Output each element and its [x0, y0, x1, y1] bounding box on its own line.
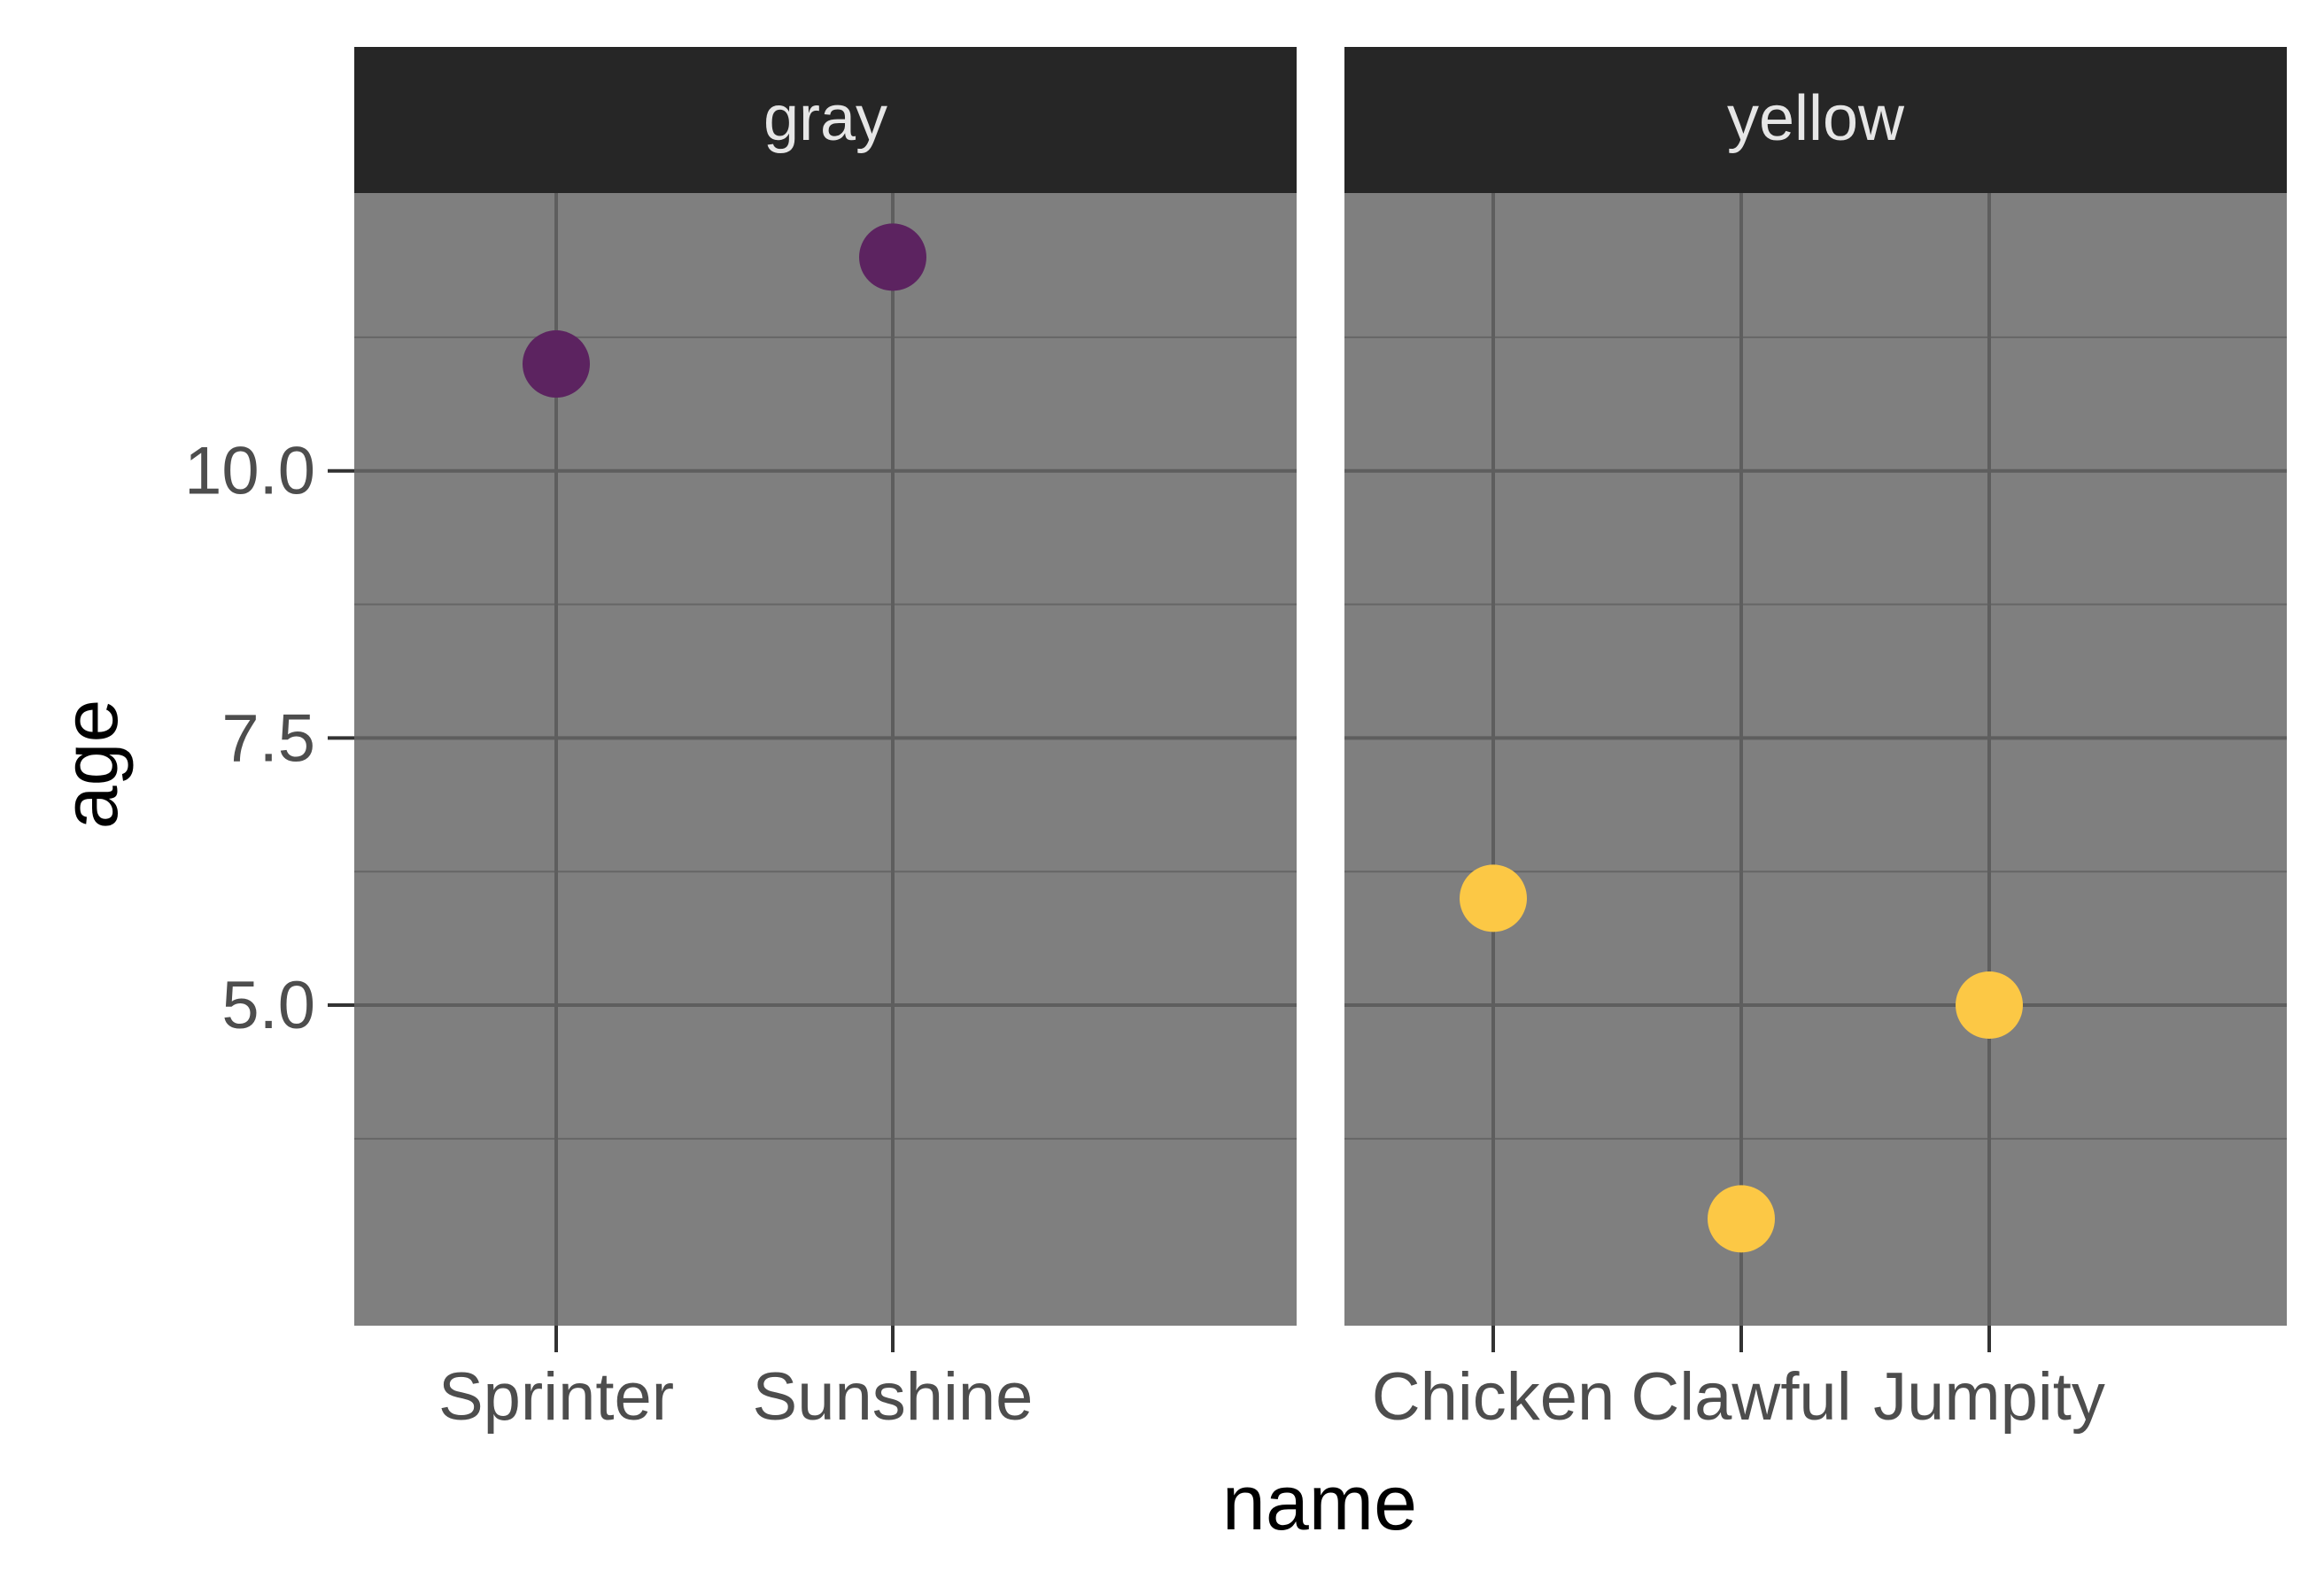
facet-panel-yellow: yellow Chicken Clawful Jumpity — [1344, 47, 2287, 1435]
x-axis-title: name — [1222, 1459, 1417, 1546]
y-tick-label: 7.5 — [221, 700, 315, 776]
panel-background — [354, 193, 1297, 1326]
y-tick-label: 5.0 — [221, 968, 315, 1043]
data-point-sprinter — [523, 330, 590, 398]
x-tick-label: Sprinter — [438, 1359, 674, 1435]
facet-strip-label: gray — [763, 83, 887, 154]
panel-background — [1344, 193, 2287, 1326]
facet-panel-gray: gray Sprinter Sunshine — [354, 47, 1297, 1435]
x-tick-label: Clawful — [1631, 1359, 1851, 1435]
x-tick-label: Chicken — [1372, 1359, 1615, 1435]
facet-strip-bg — [1344, 47, 2287, 193]
data-point-sunshine — [859, 223, 926, 291]
x-tick-label: Jumpity — [1873, 1359, 2105, 1435]
y-tick-label: 10.0 — [184, 434, 315, 509]
y-axis: 5.0 7.5 10.0 — [184, 434, 354, 1043]
data-point-jumpity — [1956, 971, 2023, 1040]
data-point-chicken — [1460, 864, 1527, 932]
y-axis-title: age — [46, 700, 134, 830]
data-point-clawful — [1708, 1185, 1775, 1253]
facet-strip-bg — [354, 47, 1297, 193]
facet-strip-label: yellow — [1727, 83, 1905, 154]
panels-layer: gray Sprinter Sunshine yellow Chicken Clawful… — [354, 47, 2287, 1435]
x-tick-label: Sunshine — [753, 1359, 1034, 1435]
